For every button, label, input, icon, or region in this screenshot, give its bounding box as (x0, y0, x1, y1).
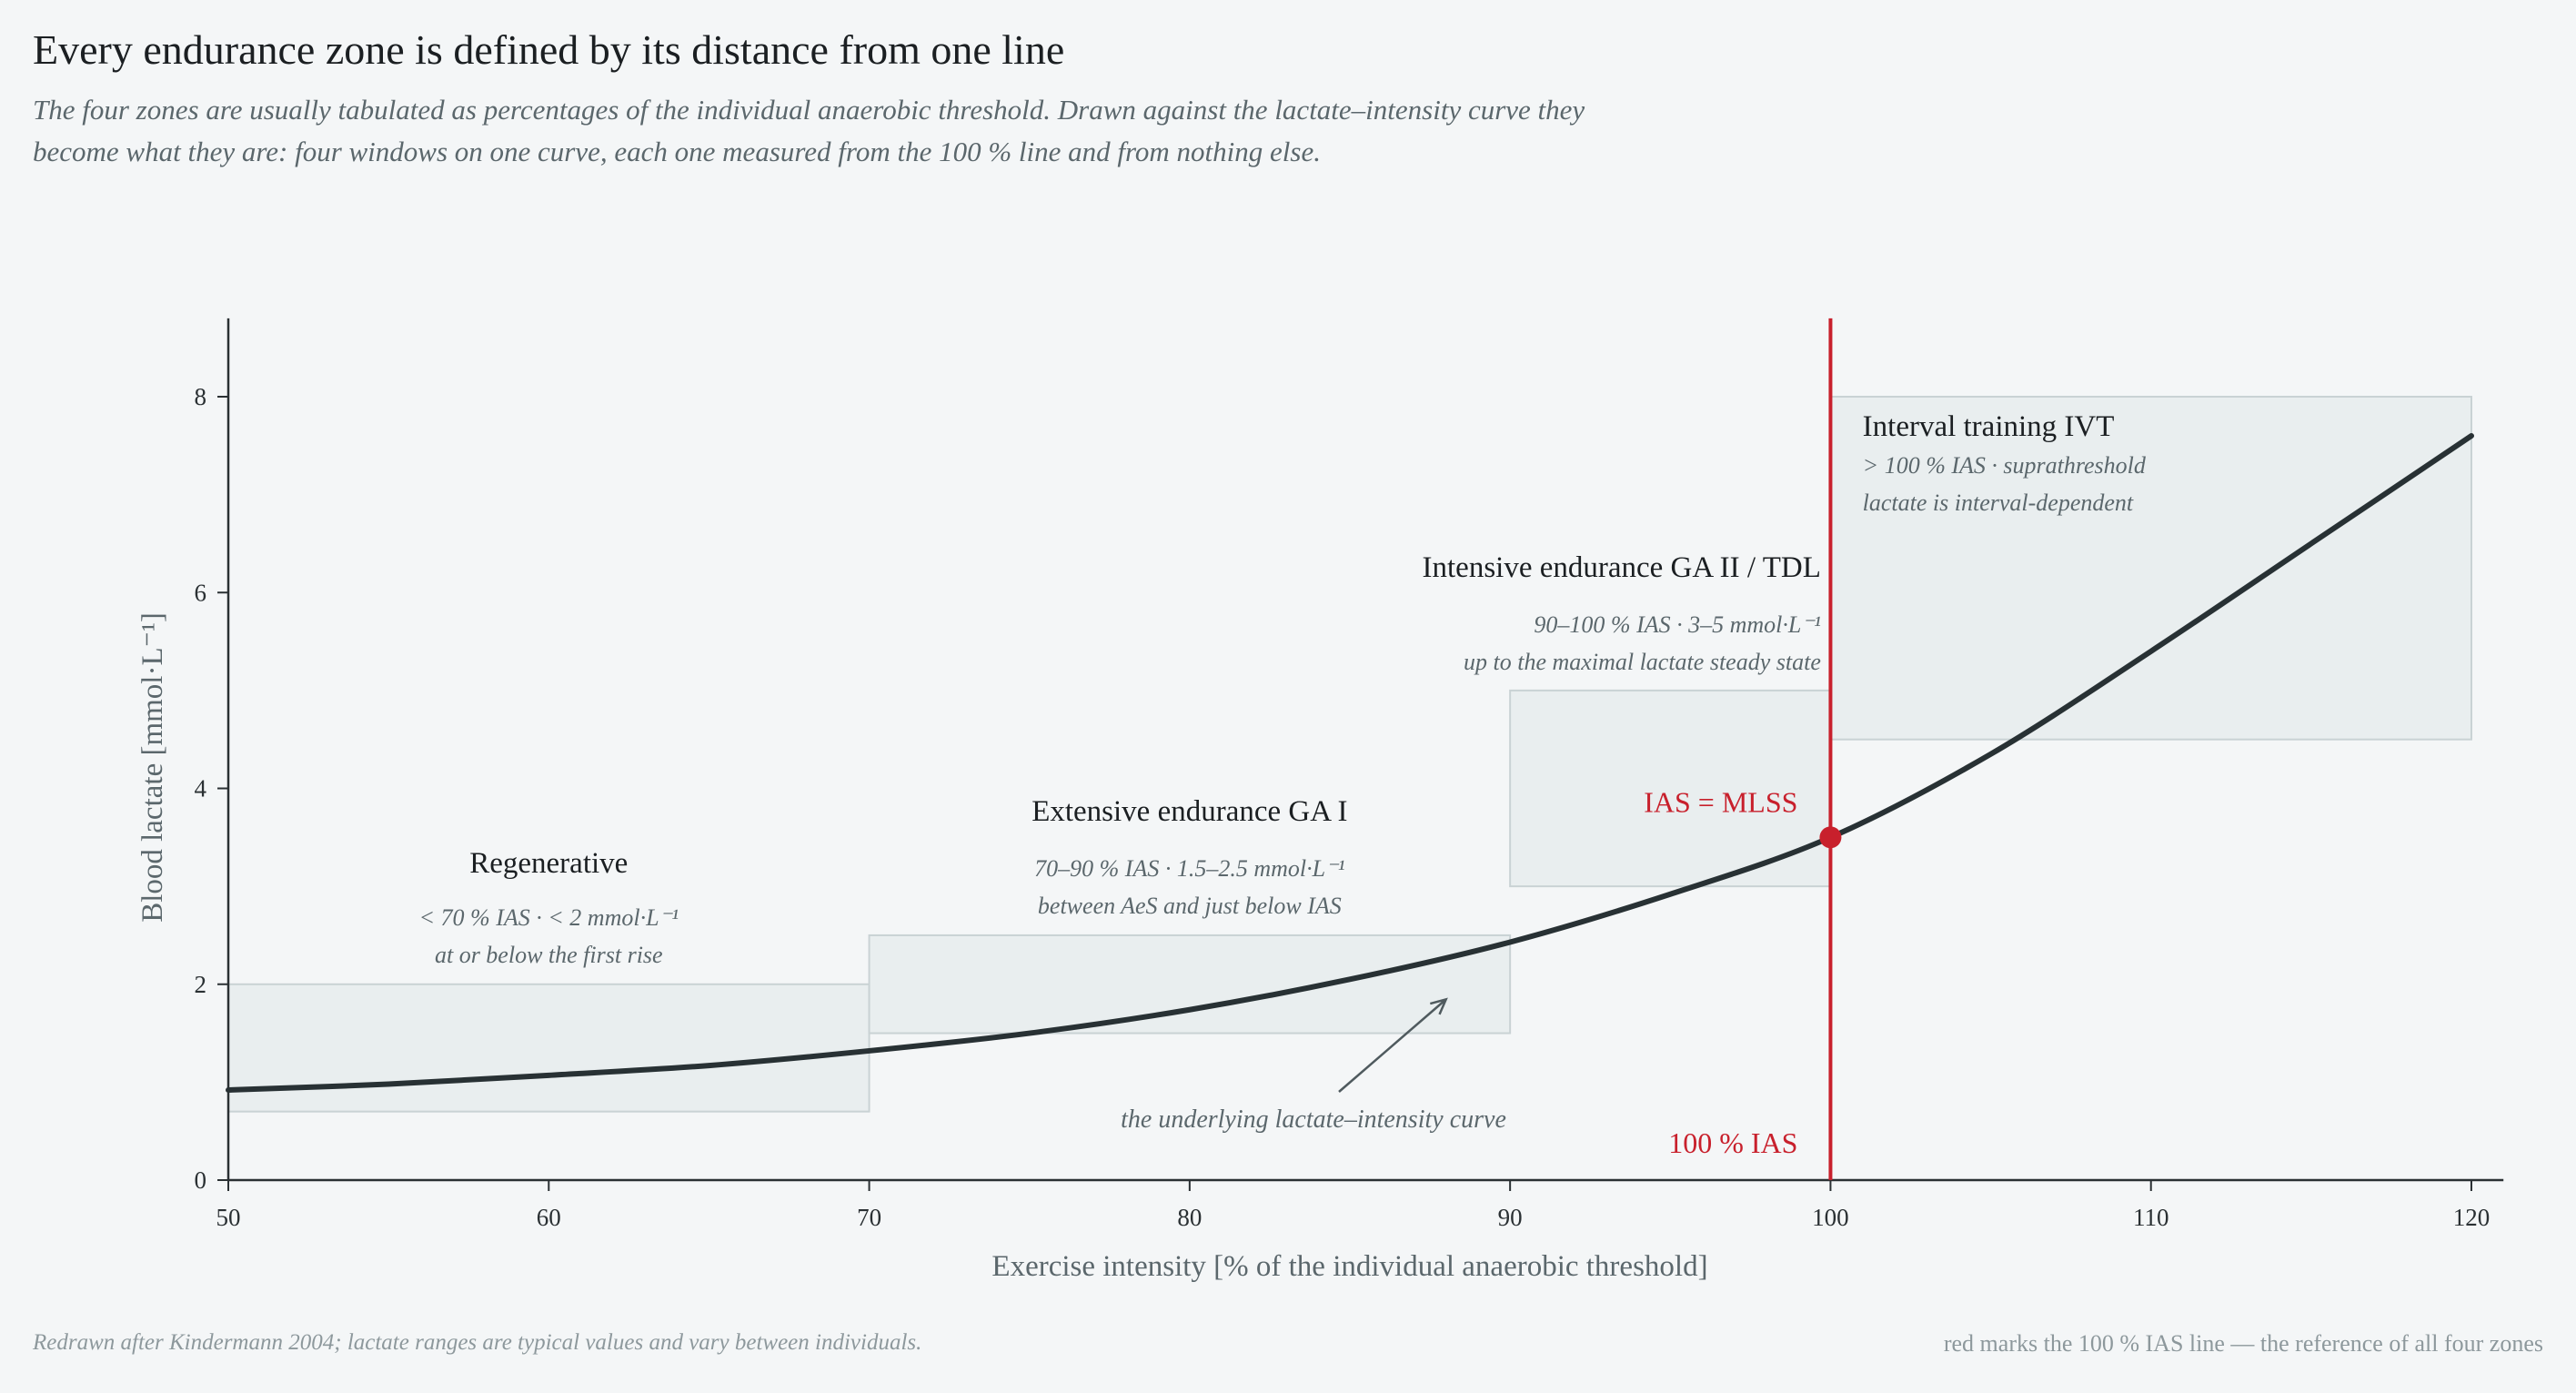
zone-box-1 (227, 983, 870, 1113)
chart-title: Every endurance zone is defined by its d… (33, 26, 1065, 73)
zones-layer (227, 396, 2472, 1113)
zone-note-3: up to the maximal lactate steady state (1464, 649, 1821, 675)
x-tick-label-90: 90 (1498, 1204, 1523, 1231)
reference-layer: IAS = MLSS 100 % IAS (1644, 318, 1842, 1180)
zone-note-2: between AeS and just below IAS (1038, 893, 1342, 919)
x-tick-label-80: 80 (1177, 1204, 1202, 1231)
zone-title-4: Interval training IVT (1863, 410, 2115, 443)
ias-mlss-label: IAS = MLSS (1644, 785, 1797, 818)
y-tick-label-2: 2 (195, 971, 207, 998)
zone-note-4: lactate is interval-dependent (1863, 490, 2134, 516)
zone-title-3: Intensive endurance GA II / TDL (1423, 551, 1821, 584)
lactate-curve (226, 433, 2474, 1093)
x-tick-label-60: 60 (537, 1204, 561, 1231)
curve-layer (226, 433, 2474, 1093)
x-tick-label-70: 70 (857, 1204, 881, 1231)
zone-detail-2: 70–90 % IAS · 1.5–2.5 mmol·L⁻¹ (1034, 855, 1345, 882)
hundred-ias-label: 100 % IAS (1668, 1126, 1797, 1159)
zone-detail-1: < 70 % IAS · < 2 mmol·L⁻¹ (419, 904, 679, 931)
x-tick-label-110: 110 (2133, 1204, 2169, 1231)
source-note: Redrawn after Kindermann 2004; lactate r… (33, 1330, 922, 1355)
chart-subtitle: The four zones are usually tabulated as … (33, 94, 1585, 167)
annotation-label: the underlying lactate–intensity curve (1121, 1105, 1506, 1134)
x-tick-label-50: 50 (216, 1204, 241, 1231)
y-tick-label-0: 0 (195, 1166, 207, 1194)
zone-title-1: Regenerative (469, 847, 628, 880)
reference-note: red marks the 100 % IAS line — the refer… (1943, 1330, 2543, 1357)
annotation-arrow-head (1429, 997, 1448, 1015)
y-tick-label-4: 4 (195, 775, 207, 802)
labels-layer: Regenerative < 70 % IAS · < 2 mmol·L⁻¹ at … (419, 410, 2147, 1134)
zone-box-4 (1829, 396, 2472, 741)
axes-layer: 50 60 70 80 90 100 110 120 0 2 4 6 8 Exercise intensi… (136, 318, 2504, 1283)
zone-note-1: at or below the first rise (435, 942, 663, 968)
x-tick-label-100: 100 (1812, 1204, 1849, 1231)
ias-mlss-point (1819, 826, 1842, 849)
zone-title-2: Extensive endurance GA I (1031, 795, 1347, 828)
x-axis-label: Exercise intensity [% of the individual … (991, 1250, 1707, 1283)
y-axis-label: Blood lactate [mmol·L⁻¹] (136, 612, 169, 923)
y-tick-label-8: 8 (195, 383, 207, 410)
y-tick-label-6: 6 (195, 579, 207, 606)
zone-detail-3: 90–100 % IAS · 3–5 mmol·L⁻¹ (1534, 611, 1821, 638)
x-tick-label-120: 120 (2453, 1204, 2490, 1231)
zone-detail-4: > 100 % IAS · suprathreshold (1863, 452, 2147, 479)
annotation-arrow-line (1338, 998, 1447, 1093)
zone-box-2 (868, 934, 1512, 1035)
